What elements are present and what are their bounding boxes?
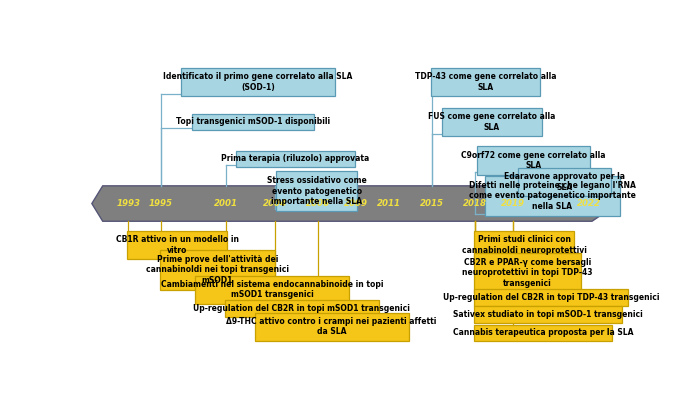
Text: 2022: 2022	[578, 199, 601, 208]
Text: 2001: 2001	[214, 199, 238, 208]
Text: 1993: 1993	[116, 199, 140, 208]
FancyBboxPatch shape	[475, 231, 574, 259]
FancyBboxPatch shape	[255, 312, 409, 341]
Text: Prima terapia (riluzolo) approvata: Prima terapia (riluzolo) approvata	[221, 154, 369, 163]
Text: Primi studi clinici con
cannabinoldi neuroprotettivi: Primi studi clinici con cannabinoldi neu…	[462, 236, 587, 255]
FancyBboxPatch shape	[195, 276, 349, 304]
Text: Cannabis terapeutica proposta per la SLA: Cannabis terapeutica proposta per la SLA	[453, 328, 634, 338]
FancyBboxPatch shape	[442, 108, 542, 136]
Text: 2006: 2006	[306, 199, 330, 208]
Text: Stress ossidativo come
evento patogenetico
importante nella SLA: Stress ossidativo come evento patogeneti…	[267, 176, 367, 206]
FancyBboxPatch shape	[276, 171, 358, 211]
Text: Up-regulation del CB2R in topi mSOD1 transgenici: Up-regulation del CB2R in topi mSOD1 tra…	[193, 304, 410, 313]
FancyBboxPatch shape	[475, 289, 629, 306]
Text: Topi transgenici mSOD-1 disponibili: Topi transgenici mSOD-1 disponibili	[176, 118, 330, 126]
Text: 1995: 1995	[148, 199, 173, 208]
FancyBboxPatch shape	[225, 300, 379, 316]
FancyBboxPatch shape	[485, 176, 620, 216]
Text: Sativex studiato in topi mSOD-1 transgenici: Sativex studiato in topi mSOD-1 transgen…	[453, 310, 643, 319]
Polygon shape	[92, 186, 618, 221]
Text: Difetti nelle proteine che legano l'RNA
come evento patogenetico importante
nell: Difetti nelle proteine che legano l'RNA …	[469, 181, 636, 211]
Text: 2018: 2018	[463, 199, 487, 208]
Text: CB2R e PPAR-γ come bersagli
neuroprotettivi in topi TDP-43
transgenici: CB2R e PPAR-γ come bersagli neuroprotett…	[462, 258, 593, 288]
Text: CB1R attivo in un modello in
vitro: CB1R attivo in un modello in vitro	[116, 236, 239, 255]
FancyBboxPatch shape	[475, 306, 622, 323]
Text: 2011: 2011	[377, 199, 400, 208]
Text: C9orf72 come gene correlato alla
SLA: C9orf72 come gene correlato alla SLA	[461, 151, 606, 170]
Text: 2019: 2019	[501, 199, 526, 208]
FancyBboxPatch shape	[160, 250, 275, 290]
FancyBboxPatch shape	[431, 68, 540, 96]
Text: Edaravone approvato per la
SLA: Edaravone approvato per la SLA	[504, 172, 625, 192]
Text: 2004: 2004	[262, 199, 287, 208]
Text: Identificato il primo gene correlato alla SLA
(SOD-1): Identificato il primo gene correlato all…	[163, 72, 353, 92]
FancyBboxPatch shape	[477, 146, 589, 174]
FancyBboxPatch shape	[475, 253, 580, 293]
Text: Up-regulation del CB2R in topi TDP-43 transgenici: Up-regulation del CB2R in topi TDP-43 tr…	[443, 293, 659, 302]
Text: Δ9-THC attivo contro i crampi nei pazienti affetti
da SLA: Δ9-THC attivo contro i crampi nei pazien…	[226, 317, 437, 336]
Text: Cambiamenti nel sistema endocannabinoide in topi
mSOD1 transgenici: Cambiamenti nel sistema endocannabinoide…	[161, 280, 383, 300]
FancyBboxPatch shape	[236, 150, 354, 167]
FancyBboxPatch shape	[518, 168, 611, 196]
Text: 2009: 2009	[344, 199, 368, 208]
FancyBboxPatch shape	[181, 68, 335, 96]
Text: TDP-43 come gene correlato alla
SLA: TDP-43 come gene correlato alla SLA	[415, 72, 556, 92]
Text: 2015: 2015	[420, 199, 444, 208]
FancyBboxPatch shape	[475, 324, 612, 341]
FancyBboxPatch shape	[193, 114, 314, 130]
Text: Prime prove dell'attività dei
cannabinoldi nei topi transgenici
mSOD1: Prime prove dell'attività dei cannabinol…	[146, 255, 289, 285]
FancyBboxPatch shape	[127, 231, 227, 259]
Text: FUS come gene correlato alla
SLA: FUS come gene correlato alla SLA	[428, 112, 556, 132]
